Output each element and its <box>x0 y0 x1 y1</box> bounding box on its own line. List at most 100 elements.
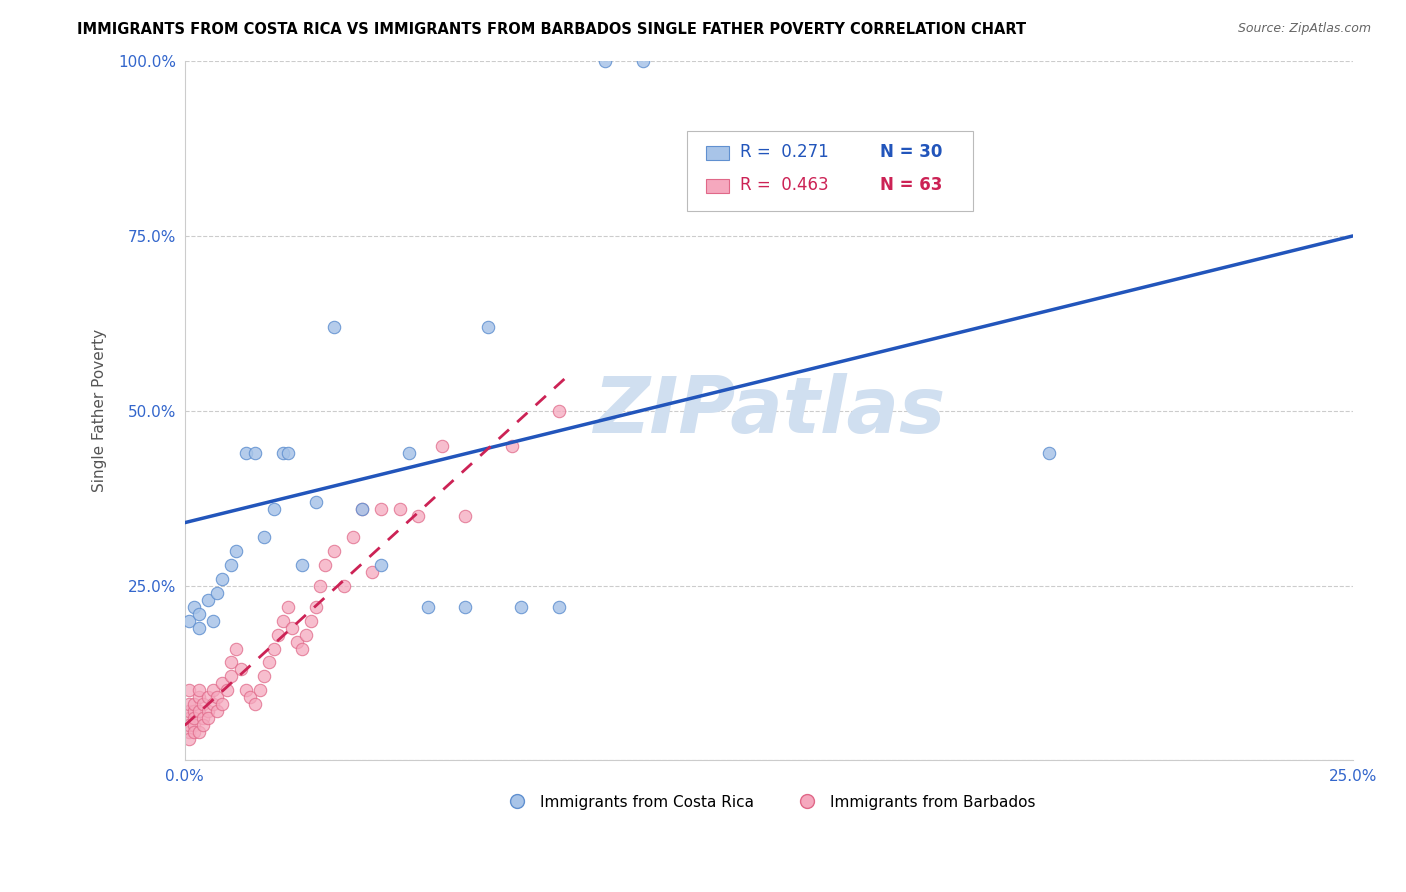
Point <box>179 711 201 725</box>
Point <box>225 641 247 656</box>
Text: ZIPatlas: ZIPatlas <box>593 373 945 449</box>
Point <box>271 446 294 460</box>
Point <box>187 607 209 621</box>
Text: N = 30: N = 30 <box>880 143 942 161</box>
Point <box>352 501 374 516</box>
Point <box>179 705 201 719</box>
Point <box>299 614 322 628</box>
Point <box>370 501 392 516</box>
Point <box>197 592 219 607</box>
Point <box>187 683 209 698</box>
Point <box>388 501 411 516</box>
Point <box>211 676 233 690</box>
Point <box>332 578 354 592</box>
Text: Source: ZipAtlas.com: Source: ZipAtlas.com <box>1237 22 1371 36</box>
Point <box>179 725 201 739</box>
Point <box>193 718 215 732</box>
Point <box>201 698 224 712</box>
Point <box>243 446 266 460</box>
Y-axis label: Single Father Poverty: Single Father Poverty <box>93 329 107 492</box>
Point <box>547 599 569 614</box>
Point <box>342 530 364 544</box>
Point <box>314 558 336 572</box>
Point <box>183 725 205 739</box>
Point <box>290 641 312 656</box>
Point <box>1038 446 1060 460</box>
Point <box>253 530 276 544</box>
Text: R =  0.463: R = 0.463 <box>740 176 828 194</box>
Point <box>201 614 224 628</box>
Text: IMMIGRANTS FROM COSTA RICA VS IMMIGRANTS FROM BARBADOS SINGLE FATHER POVERTY COR: IMMIGRANTS FROM COSTA RICA VS IMMIGRANTS… <box>77 22 1026 37</box>
Point <box>179 732 201 747</box>
Point <box>304 494 326 508</box>
Point <box>501 439 523 453</box>
Point <box>277 599 299 614</box>
Point <box>370 558 392 572</box>
Point <box>197 711 219 725</box>
Point <box>221 558 243 572</box>
Point <box>430 439 453 453</box>
Point <box>239 690 262 705</box>
Point <box>229 663 252 677</box>
Point <box>187 705 209 719</box>
Point <box>257 656 280 670</box>
Point <box>193 698 215 712</box>
Point <box>263 641 285 656</box>
Point <box>179 614 201 628</box>
Point <box>183 705 205 719</box>
Point <box>271 614 294 628</box>
Point <box>408 508 430 523</box>
Point <box>225 543 247 558</box>
Point <box>304 599 326 614</box>
Point <box>309 578 332 592</box>
Point <box>187 621 209 635</box>
Point <box>323 543 346 558</box>
Point <box>547 403 569 417</box>
FancyBboxPatch shape <box>706 178 730 193</box>
Point <box>201 683 224 698</box>
Point <box>179 698 201 712</box>
Point <box>416 599 439 614</box>
Point <box>295 627 318 641</box>
Point <box>631 54 654 69</box>
Point <box>187 725 209 739</box>
Point <box>187 690 209 705</box>
Point <box>454 508 477 523</box>
Point <box>249 683 271 698</box>
Point <box>243 698 266 712</box>
Point <box>211 572 233 586</box>
Point <box>221 669 243 683</box>
Point <box>183 718 205 732</box>
Point <box>179 718 201 732</box>
Point <box>207 690 229 705</box>
Point <box>183 599 205 614</box>
Point <box>221 656 243 670</box>
Point <box>398 446 420 460</box>
FancyBboxPatch shape <box>688 131 973 211</box>
Point <box>207 585 229 599</box>
Point <box>277 446 299 460</box>
Point <box>323 319 346 334</box>
Point <box>510 599 533 614</box>
Point <box>454 599 477 614</box>
Point <box>193 711 215 725</box>
Point <box>263 501 285 516</box>
Point <box>197 690 219 705</box>
Point <box>360 565 382 579</box>
Text: R =  0.271: R = 0.271 <box>740 143 828 161</box>
Legend: Immigrants from Costa Rica, Immigrants from Barbados: Immigrants from Costa Rica, Immigrants f… <box>495 789 1042 815</box>
Point <box>215 683 238 698</box>
Point <box>197 705 219 719</box>
Point <box>211 698 233 712</box>
Point <box>183 711 205 725</box>
Point <box>281 621 304 635</box>
Point <box>183 698 205 712</box>
Point <box>235 683 257 698</box>
Point <box>235 446 257 460</box>
Point <box>285 634 308 648</box>
Point <box>477 319 499 334</box>
Point <box>352 501 374 516</box>
Point <box>253 669 276 683</box>
FancyBboxPatch shape <box>706 145 730 160</box>
Point <box>290 558 312 572</box>
